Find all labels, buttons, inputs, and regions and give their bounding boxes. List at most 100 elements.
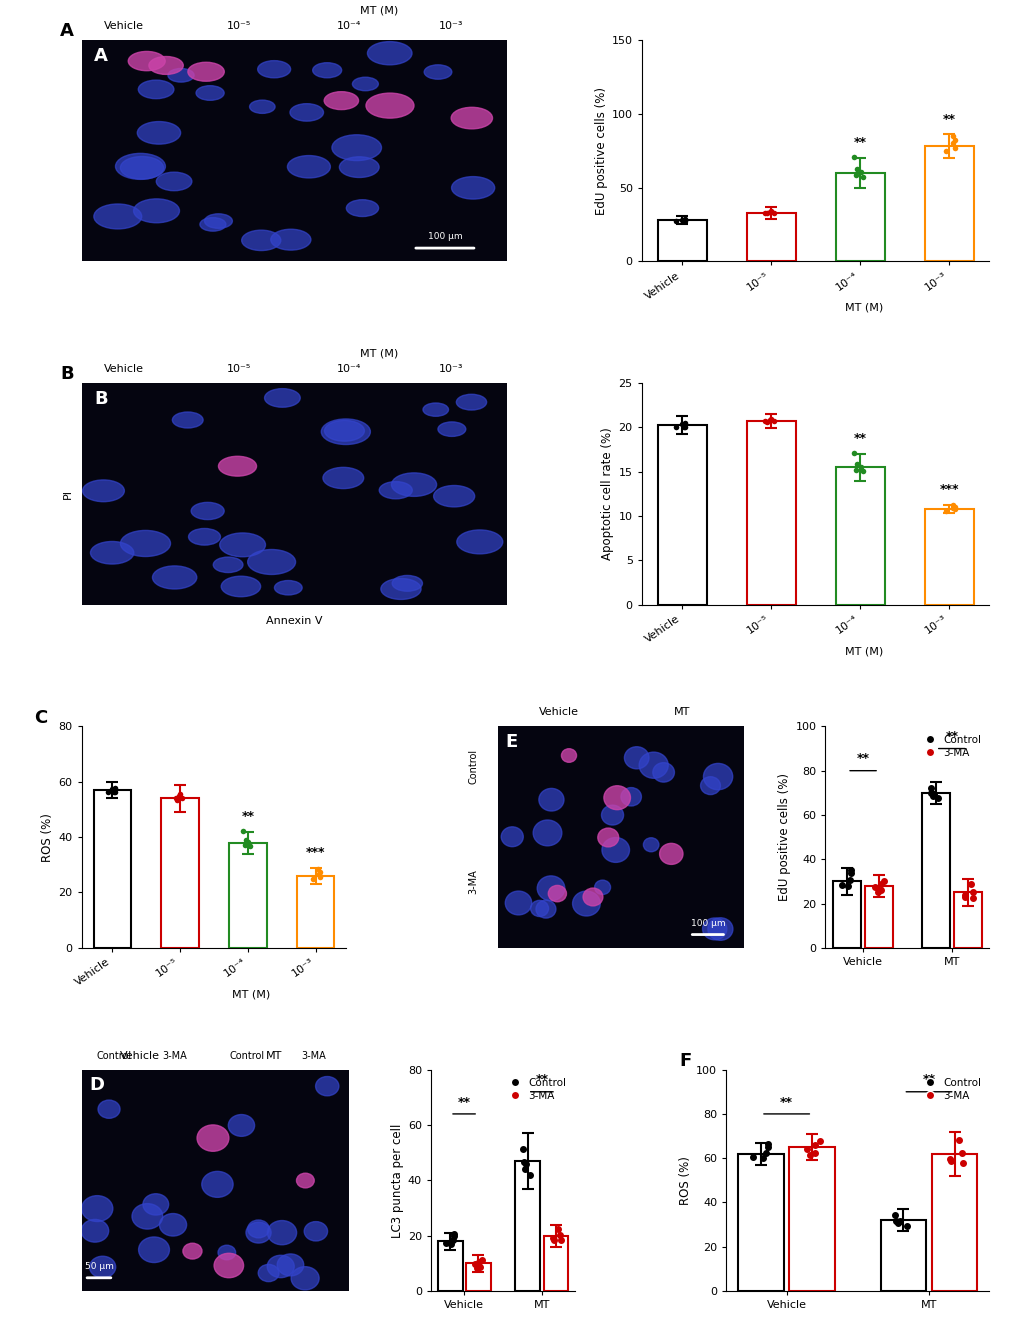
Point — [842, 869, 858, 890]
Circle shape — [219, 532, 265, 556]
Circle shape — [624, 747, 648, 769]
Point — [237, 829, 254, 851]
Point — [169, 789, 185, 811]
Point — [843, 862, 859, 884]
Point — [848, 454, 864, 475]
Text: Control: Control — [229, 1050, 265, 1061]
Point — [798, 1138, 814, 1159]
Point — [105, 781, 121, 803]
Text: MT (M): MT (M) — [845, 302, 882, 313]
Text: MT: MT — [266, 1050, 282, 1061]
Point — [545, 1229, 561, 1250]
Circle shape — [214, 1254, 244, 1278]
Text: **: ** — [942, 113, 955, 125]
Point — [235, 820, 252, 841]
Point — [437, 1233, 453, 1254]
Circle shape — [594, 880, 610, 894]
Bar — [161, 799, 199, 948]
Point — [847, 165, 863, 186]
Bar — [835, 467, 883, 604]
Bar — [789, 1147, 835, 1291]
Text: MT (M): MT (M) — [845, 646, 882, 656]
Bar — [879, 1221, 925, 1291]
Point — [758, 411, 774, 433]
Point — [964, 881, 980, 902]
Point — [471, 1251, 487, 1272]
Text: **: ** — [535, 1073, 548, 1086]
Circle shape — [131, 1203, 163, 1229]
Bar — [923, 508, 973, 604]
Circle shape — [315, 1077, 338, 1095]
Text: B: B — [94, 390, 108, 407]
Circle shape — [324, 421, 364, 441]
Circle shape — [537, 876, 565, 901]
Circle shape — [601, 805, 623, 825]
Circle shape — [530, 900, 548, 917]
Circle shape — [643, 837, 658, 852]
Point — [677, 413, 693, 434]
Text: Control: Control — [96, 1050, 131, 1061]
Point — [962, 873, 978, 894]
Bar — [921, 793, 949, 948]
Circle shape — [500, 827, 523, 847]
Circle shape — [196, 85, 224, 100]
Text: 3-MA: 3-MA — [468, 869, 478, 894]
Circle shape — [391, 575, 422, 591]
Circle shape — [457, 530, 502, 554]
Circle shape — [258, 1264, 279, 1282]
Point — [236, 833, 253, 855]
Text: A: A — [60, 23, 74, 40]
Circle shape — [152, 566, 197, 590]
Point — [104, 779, 120, 800]
Text: MT (M): MT (M) — [360, 349, 397, 358]
Circle shape — [246, 1222, 271, 1243]
Point — [944, 494, 960, 515]
Text: **: ** — [853, 433, 866, 445]
Circle shape — [455, 394, 486, 410]
Circle shape — [139, 1236, 169, 1263]
Point — [921, 777, 937, 799]
Point — [442, 1234, 459, 1255]
Circle shape — [313, 63, 341, 77]
Point — [758, 202, 774, 224]
Point — [675, 417, 691, 438]
Text: Control: Control — [468, 748, 478, 784]
Circle shape — [94, 204, 142, 229]
Text: **: ** — [856, 752, 869, 765]
Circle shape — [202, 1171, 233, 1198]
Point — [667, 417, 684, 438]
Text: F: F — [679, 1051, 691, 1070]
Circle shape — [700, 777, 719, 795]
Point — [171, 785, 187, 807]
Point — [757, 1142, 773, 1163]
Text: PI: PI — [63, 488, 73, 499]
Circle shape — [191, 502, 224, 519]
Circle shape — [538, 788, 564, 811]
Point — [765, 411, 782, 433]
Point — [936, 500, 953, 522]
Y-axis label: LC3 puncta per cell: LC3 puncta per cell — [390, 1123, 404, 1238]
Bar — [746, 213, 795, 261]
Circle shape — [128, 52, 165, 71]
Text: ***: *** — [306, 845, 325, 858]
Point — [946, 499, 962, 520]
Legend: Control, 3-MA: Control, 3-MA — [506, 1075, 570, 1105]
Point — [759, 1134, 775, 1155]
Point — [171, 784, 187, 805]
Text: Vehicle: Vehicle — [120, 1050, 160, 1061]
Text: **: ** — [945, 729, 958, 743]
Circle shape — [603, 785, 630, 809]
Point — [761, 201, 777, 222]
Circle shape — [423, 403, 448, 417]
Point — [677, 209, 693, 230]
Bar — [833, 881, 860, 948]
Text: Vehicle: Vehicle — [539, 707, 579, 717]
Circle shape — [267, 1255, 293, 1278]
Bar — [466, 1263, 490, 1291]
Circle shape — [504, 890, 531, 914]
Circle shape — [323, 467, 364, 488]
Point — [847, 459, 863, 480]
Bar — [229, 843, 266, 948]
Circle shape — [205, 214, 232, 229]
Point — [544, 1227, 560, 1248]
